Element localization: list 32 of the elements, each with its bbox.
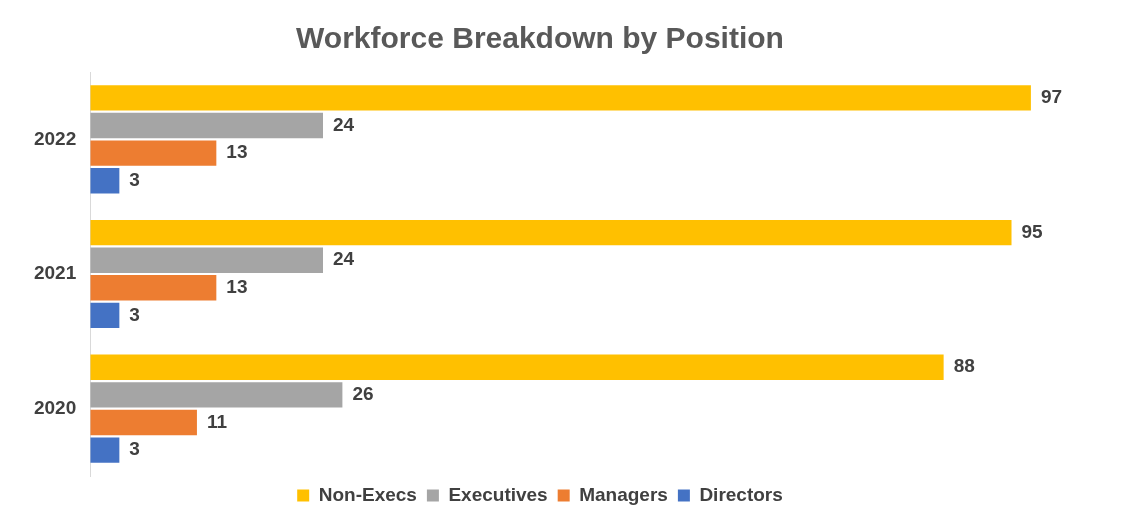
bar <box>90 112 323 139</box>
data-label: 3 <box>129 168 140 190</box>
data-label: 13 <box>226 141 248 163</box>
y-tick-label: 2020 <box>33 396 77 418</box>
bar <box>90 354 944 380</box>
legend-label: Executives <box>448 483 548 505</box>
bar <box>90 437 120 463</box>
bar <box>90 219 1012 246</box>
data-label: 88 <box>953 355 975 377</box>
bar <box>90 168 120 194</box>
y-tick-label: 2021 <box>33 262 77 284</box>
data-label: 24 <box>333 248 355 270</box>
bar <box>90 409 197 436</box>
bar <box>90 382 343 408</box>
legend-label: Non-Execs <box>318 483 417 505</box>
data-label: 3 <box>129 438 140 460</box>
bar <box>90 275 217 301</box>
bar <box>90 302 120 329</box>
data-label: 26 <box>352 383 374 405</box>
data-label: 95 <box>1021 220 1044 242</box>
chart-title: Workforce Breakdown by Position <box>296 21 784 55</box>
data-label: 97 <box>1040 86 1063 108</box>
data-label: 24 <box>333 113 355 135</box>
legend-label: Directors <box>699 483 783 505</box>
data-label: 13 <box>226 276 248 298</box>
bar <box>90 140 217 166</box>
legend-label: Managers <box>579 483 668 505</box>
bar <box>90 247 323 273</box>
y-tick-label: 2022 <box>33 127 77 149</box>
data-label: 11 <box>206 410 228 432</box>
bar <box>90 85 1031 111</box>
data-label: 3 <box>129 303 140 325</box>
